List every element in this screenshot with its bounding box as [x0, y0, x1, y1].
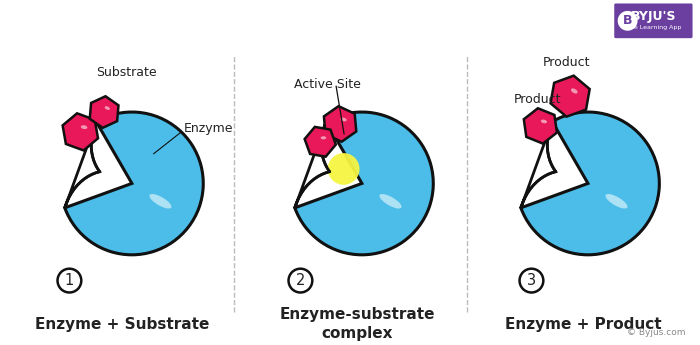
Circle shape	[57, 269, 81, 293]
Circle shape	[617, 11, 638, 31]
Ellipse shape	[571, 88, 577, 93]
Polygon shape	[524, 108, 557, 144]
Polygon shape	[295, 121, 330, 208]
Text: Enzyme-substrate
complex: Enzyme-substrate complex	[279, 307, 435, 341]
Text: 1: 1	[65, 273, 74, 288]
Ellipse shape	[149, 194, 172, 208]
Text: Enzyme + Substrate: Enzyme + Substrate	[35, 317, 209, 332]
Wedge shape	[295, 112, 433, 255]
Ellipse shape	[321, 136, 326, 139]
Text: BYJU'S: BYJU'S	[631, 10, 676, 23]
Text: Product: Product	[514, 93, 561, 106]
Text: B: B	[623, 14, 632, 27]
Circle shape	[328, 153, 360, 185]
Wedge shape	[521, 112, 659, 255]
Polygon shape	[304, 127, 336, 157]
Text: © Byjus.com: © Byjus.com	[626, 328, 685, 337]
Polygon shape	[521, 121, 556, 208]
Ellipse shape	[80, 125, 88, 129]
Polygon shape	[62, 113, 98, 150]
Text: 2: 2	[295, 273, 305, 288]
Polygon shape	[65, 121, 99, 208]
Ellipse shape	[541, 120, 547, 123]
Polygon shape	[550, 76, 589, 117]
Text: Product: Product	[542, 56, 590, 69]
Text: The Learning App: The Learning App	[626, 25, 681, 30]
Text: Active Site: Active Site	[295, 78, 361, 91]
Text: Substrate: Substrate	[97, 66, 158, 79]
Polygon shape	[324, 106, 356, 142]
Wedge shape	[65, 112, 203, 255]
Ellipse shape	[105, 106, 110, 110]
Ellipse shape	[379, 194, 402, 208]
FancyBboxPatch shape	[614, 3, 692, 38]
Polygon shape	[90, 96, 118, 128]
Text: Enzyme + Product: Enzyme + Product	[505, 317, 662, 332]
Circle shape	[288, 269, 312, 293]
Ellipse shape	[606, 194, 627, 208]
Text: Enzyme: Enzyme	[183, 122, 233, 135]
Text: 3: 3	[527, 273, 536, 288]
Circle shape	[519, 269, 543, 293]
Ellipse shape	[341, 118, 346, 121]
